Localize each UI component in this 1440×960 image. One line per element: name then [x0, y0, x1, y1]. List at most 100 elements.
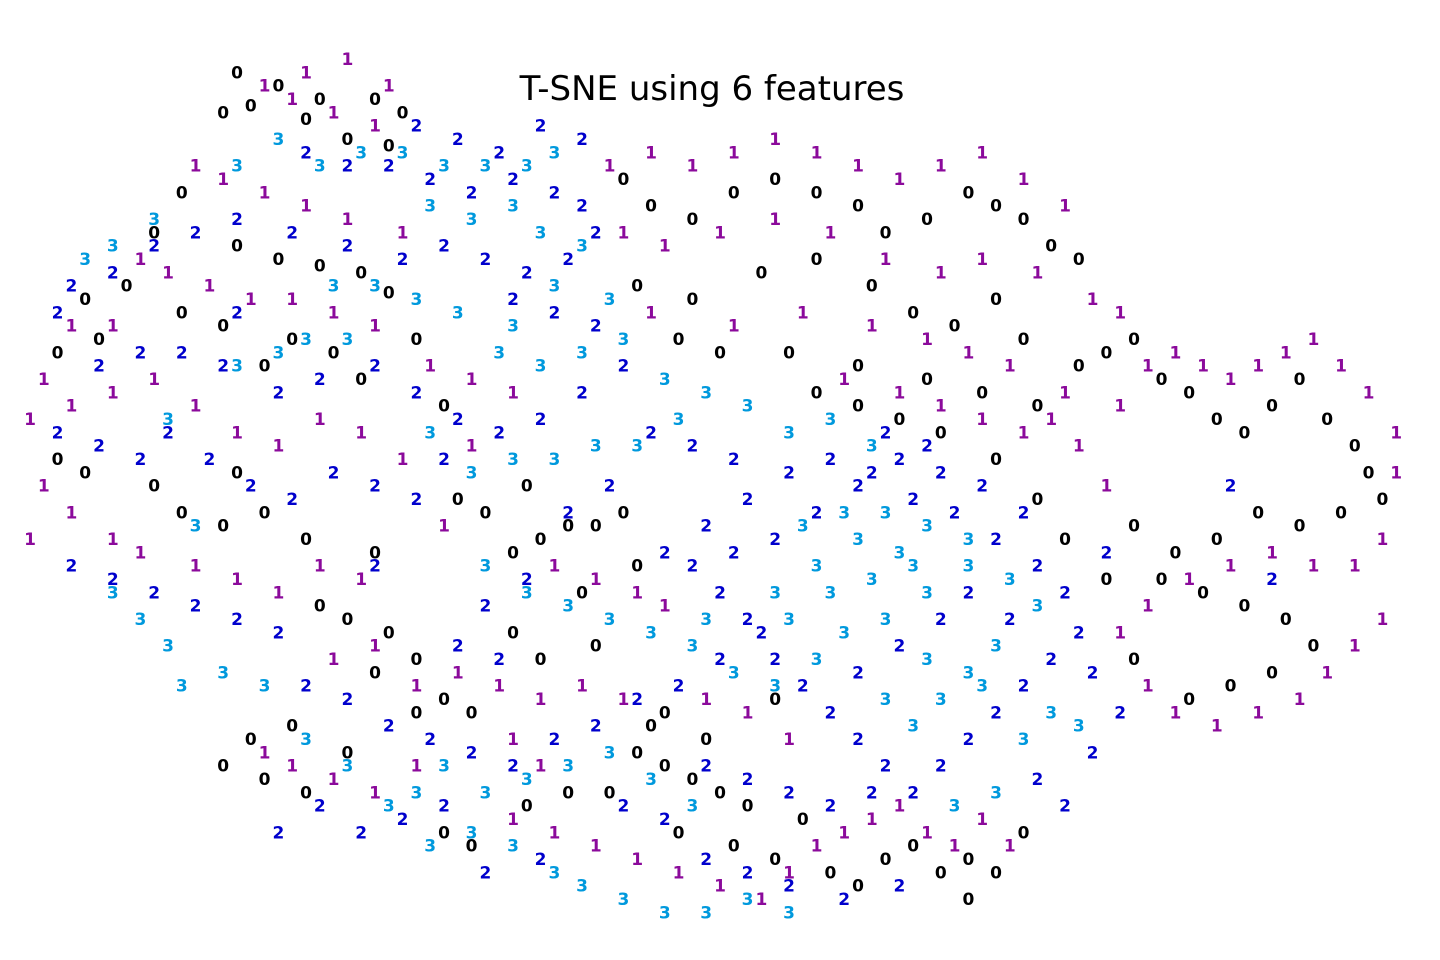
point-class-0: 0 — [811, 250, 823, 270]
point-class-0: 0 — [466, 703, 478, 723]
point-class-0: 0 — [259, 770, 271, 790]
point-class-1: 1 — [976, 250, 988, 270]
point-class-3: 3 — [410, 783, 422, 803]
point-class-0: 0 — [1100, 570, 1112, 590]
point-class-1: 1 — [1087, 290, 1099, 310]
point-class-1: 1 — [162, 263, 174, 283]
point-class-2: 2 — [562, 250, 574, 270]
point-class-2: 2 — [1018, 503, 1030, 523]
point-class-3: 3 — [604, 290, 616, 310]
point-class-0: 0 — [369, 543, 381, 563]
point-class-2: 2 — [700, 757, 712, 777]
point-class-1: 1 — [231, 423, 243, 443]
point-class-0: 0 — [341, 130, 353, 150]
point-class-1: 1 — [880, 250, 892, 270]
point-class-0: 0 — [1294, 370, 1306, 390]
point-class-0: 0 — [769, 170, 781, 190]
point-class-1: 1 — [893, 797, 905, 817]
point-class-3: 3 — [424, 197, 436, 217]
point-class-0: 0 — [410, 650, 422, 670]
point-class-3: 3 — [604, 610, 616, 630]
point-class-1: 1 — [1073, 437, 1085, 457]
point-class-0: 0 — [590, 637, 602, 657]
point-class-1: 1 — [1321, 663, 1333, 683]
point-class-0: 0 — [314, 597, 326, 617]
point-class-2: 2 — [617, 357, 629, 377]
point-class-0: 0 — [121, 277, 133, 297]
point-class-1: 1 — [148, 370, 160, 390]
point-class-0: 0 — [286, 330, 298, 350]
point-class-1: 1 — [714, 223, 726, 243]
point-class-1: 1 — [259, 743, 271, 763]
point-class-0: 0 — [217, 517, 229, 537]
point-class-1: 1 — [1142, 597, 1154, 617]
point-class-0: 0 — [631, 277, 643, 297]
point-class-0: 0 — [880, 223, 892, 243]
point-class-0: 0 — [1156, 570, 1168, 590]
point-class-2: 2 — [272, 383, 284, 403]
point-class-2: 2 — [410, 383, 422, 403]
point-class-2: 2 — [1004, 610, 1016, 630]
point-class-0: 0 — [1128, 650, 1140, 670]
point-class-1: 1 — [631, 850, 643, 870]
point-class-0: 0 — [1031, 490, 1043, 510]
point-class-2: 2 — [769, 530, 781, 550]
point-class-1: 1 — [590, 570, 602, 590]
point-class-2: 2 — [272, 823, 284, 843]
point-class-0: 0 — [1059, 530, 1071, 550]
point-class-0: 0 — [880, 850, 892, 870]
point-class-0: 0 — [410, 330, 422, 350]
point-class-2: 2 — [65, 557, 77, 577]
point-class-0: 0 — [438, 690, 450, 710]
point-class-1: 1 — [300, 197, 312, 217]
point-class-1: 1 — [369, 783, 381, 803]
point-class-3: 3 — [272, 130, 284, 150]
point-class-2: 2 — [479, 863, 491, 883]
point-class-3: 3 — [769, 677, 781, 697]
point-class-1: 1 — [1294, 690, 1306, 710]
point-class-3: 3 — [162, 637, 174, 657]
point-class-0: 0 — [645, 717, 657, 737]
point-class-0: 0 — [935, 423, 947, 443]
point-class-2: 2 — [1031, 770, 1043, 790]
point-class-3: 3 — [576, 877, 588, 897]
point-class-0: 0 — [148, 477, 160, 497]
point-class-2: 2 — [728, 543, 740, 563]
point-class-2: 2 — [548, 183, 560, 203]
point-class-0: 0 — [921, 370, 933, 390]
point-class-3: 3 — [397, 143, 409, 163]
point-class-2: 2 — [1114, 703, 1126, 723]
point-class-3: 3 — [466, 463, 478, 483]
point-class-2: 2 — [148, 237, 160, 257]
point-class-1: 1 — [935, 397, 947, 417]
point-class-1: 1 — [1390, 423, 1402, 443]
point-class-1: 1 — [866, 317, 878, 337]
point-class-3: 3 — [962, 663, 974, 683]
point-class-1: 1 — [286, 757, 298, 777]
point-class-2: 2 — [880, 757, 892, 777]
point-class-0: 0 — [769, 850, 781, 870]
point-class-2: 2 — [742, 863, 754, 883]
point-class-2: 2 — [852, 477, 864, 497]
point-class-0: 0 — [535, 650, 547, 670]
point-class-2: 2 — [383, 717, 395, 737]
point-class-0: 0 — [328, 343, 340, 363]
point-class-1: 1 — [921, 823, 933, 843]
point-class-0: 0 — [1031, 397, 1043, 417]
point-class-1: 1 — [976, 143, 988, 163]
point-class-2: 2 — [397, 810, 409, 830]
point-class-2: 2 — [521, 570, 533, 590]
point-class-3: 3 — [907, 717, 919, 737]
point-class-3: 3 — [880, 690, 892, 710]
point-class-3: 3 — [79, 250, 91, 270]
point-class-1: 1 — [424, 357, 436, 377]
point-class-1: 1 — [65, 317, 77, 337]
point-class-0: 0 — [383, 623, 395, 643]
point-class-1: 1 — [700, 690, 712, 710]
point-class-0: 0 — [245, 730, 257, 750]
point-class-2: 2 — [535, 410, 547, 430]
point-class-3: 3 — [521, 770, 533, 790]
point-class-1: 1 — [838, 823, 850, 843]
point-class-2: 2 — [548, 303, 560, 323]
point-class-2: 2 — [438, 797, 450, 817]
